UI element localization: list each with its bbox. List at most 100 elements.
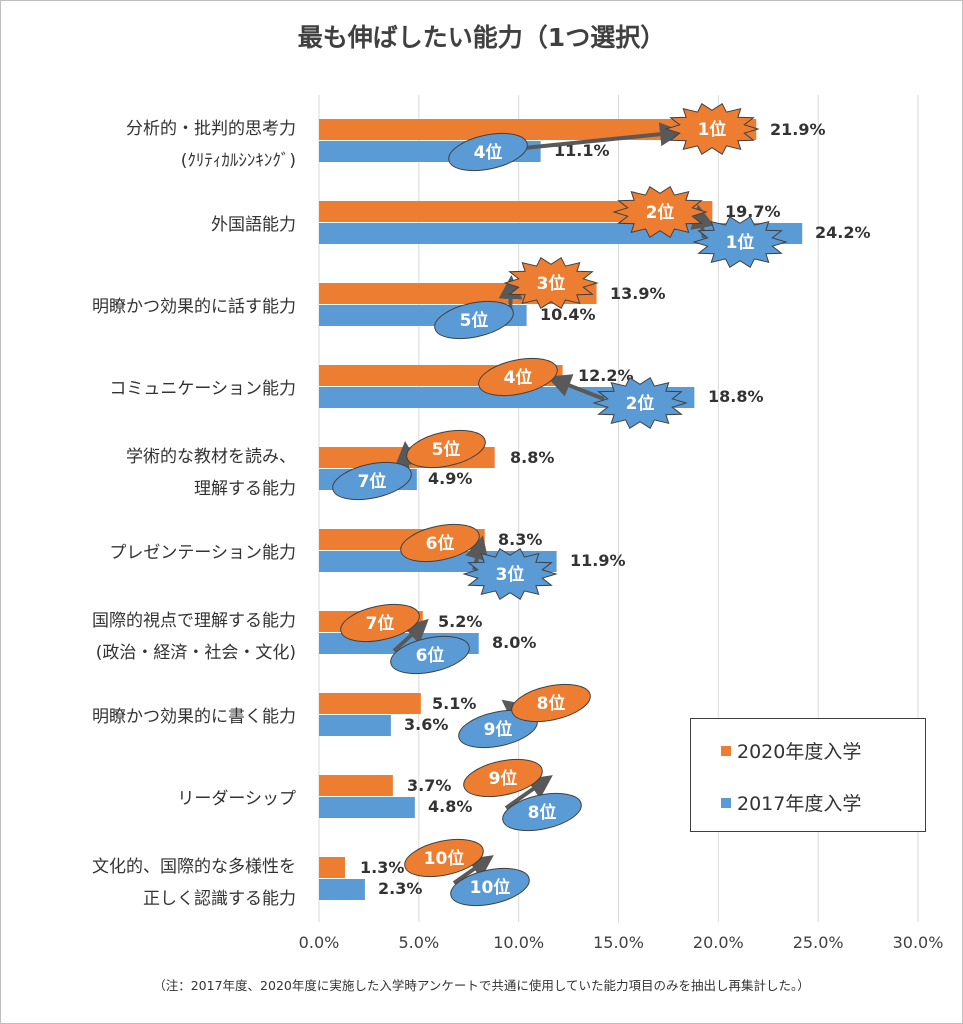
legend-label-2017: 2017年度入学: [737, 793, 862, 815]
rank-change-arrow: [523, 122, 684, 150]
rank-badge-2017: 1位: [692, 215, 788, 269]
category-label: 学術的な教材を読み、: [126, 447, 296, 467]
x-tick-label: 0.0%: [299, 933, 340, 952]
category-label: 国際的視点で理解する能力: [92, 611, 296, 631]
rank-label-2020: 4位: [504, 367, 533, 388]
bar-2017: [319, 715, 391, 736]
rank-badge-2017: 5位: [434, 300, 514, 340]
value-label-2020: 13.9%: [610, 284, 666, 303]
value-label-2020: 3.7%: [407, 776, 451, 795]
rank-badge-2017: 9位: [458, 709, 538, 749]
rank-label-2020: 7位: [366, 613, 395, 634]
value-label-2017: 4.9%: [428, 469, 472, 488]
rank-label-2017: 7位: [358, 471, 387, 492]
legend-swatch-2017: [721, 798, 731, 808]
value-label-2017: 8.0%: [492, 633, 536, 652]
rank-badge-2017: 8位: [502, 792, 582, 832]
footnote: （注：2017年度、2020年度に実施した入学時アンケートで共通に使用していた能…: [153, 978, 810, 993]
legend-item-2020: 2020年度入学: [721, 737, 861, 764]
rank-badge-2020: 7位: [340, 603, 420, 643]
category-label: 明瞭かつ効果的に書く能力: [92, 707, 296, 727]
category-label: コミュニケーション能力: [109, 379, 296, 399]
legend-item-2017: 2017年度入学: [721, 789, 861, 816]
rank-label-2017: 4位: [474, 142, 503, 163]
x-tick-labels: 0.0% 5.0% 10.0% 15.0% 20.0% 25.0% 30.0%: [299, 933, 944, 952]
value-label-2020: 5.1%: [432, 694, 476, 713]
x-tick-label: 25.0%: [793, 933, 844, 952]
category-label: リーダーシップ: [177, 789, 296, 809]
rank-label-2020: 1位: [698, 119, 727, 140]
bar-2020: [319, 775, 393, 796]
category-label: 理解する能力: [194, 479, 296, 499]
x-tick-label: 30.0%: [893, 933, 944, 952]
x-tick-label: 10.0%: [493, 933, 544, 952]
value-label-2020: 8.3%: [498, 530, 542, 549]
rank-badge-2020: 1位: [664, 102, 760, 156]
rank-change-arrow: [546, 374, 605, 401]
bar-2020: [319, 201, 713, 222]
rank-label-2017: 8位: [528, 802, 557, 823]
value-label-2020: 5.2%: [438, 612, 482, 631]
value-label-2017: 2.3%: [378, 879, 422, 898]
rank-label-2020: 8位: [537, 693, 566, 714]
category-label: プレゼンテーション能力: [109, 543, 296, 563]
category-label: 明瞭かつ効果的に話す能力: [92, 297, 296, 317]
rank-label-2017: 5位: [460, 310, 489, 331]
rank-badge-2017: 7位: [332, 461, 412, 501]
rank-label-2020: 5位: [432, 439, 461, 460]
bar-2017: [319, 797, 415, 818]
value-label-2017: 3.6%: [404, 715, 448, 734]
bar-2020: [319, 693, 421, 714]
value-labels: 21.9% 11.1% 19.7% 24.2% 13.9% 10.4% 12.2% 18.8%…: [360, 120, 871, 898]
rank-label-2020: 6位: [426, 533, 455, 554]
bar-2020: [319, 857, 345, 878]
value-label-2017: 24.2%: [815, 223, 871, 242]
rank-label-2017: 9位: [484, 719, 513, 740]
rank-badge-2020: 8位: [511, 683, 591, 723]
chart-title: 最も伸ばしたい能力（1つ選択）: [297, 23, 666, 52]
value-label-2017: 18.8%: [708, 387, 764, 406]
x-tick-label: 15.0%: [593, 933, 644, 952]
category-label: 分析的・批判的思考力: [126, 119, 296, 139]
legend: 2020年度入学 2017年度入学: [690, 718, 926, 832]
rank-badge-2020: 4位: [478, 357, 558, 397]
category-labels: 分析的・批判的思考力 (ｸﾘﾃｨｶﾙｼﾝｷﾝｸﾞ) 外国語能力明瞭かつ効果的に話す能…: [92, 119, 296, 909]
rank-badge-2020: 3位: [503, 256, 599, 310]
rank-badge-2020: 6位: [400, 523, 480, 563]
rank-label-2020: 9位: [489, 768, 518, 789]
rank-label-2017: 10位: [470, 877, 511, 898]
category-label: 文化的、国際的な多様性を: [92, 857, 296, 877]
value-label-2020: 1.3%: [360, 858, 404, 877]
value-label-2017: 10.4%: [540, 305, 596, 324]
category-label: (ｸﾘﾃｨｶﾙｼﾝｷﾝｸﾞ): [181, 151, 296, 171]
value-label-2020: 21.9%: [770, 120, 826, 139]
category-label: 外国語能力: [211, 215, 296, 235]
value-label-2017: 11.9%: [570, 551, 626, 570]
rank-badge-2017: 3位: [462, 547, 558, 601]
rank-label-2017: 3位: [496, 564, 525, 585]
value-label-2020: 19.7%: [725, 202, 781, 221]
rank-badge-2020: 9位: [463, 758, 543, 798]
rank-badge-2017: 6位: [390, 635, 470, 675]
rank-label-2020: 2位: [646, 202, 675, 223]
rank-label-2020: 3位: [537, 273, 566, 294]
rank-change-arrow: [452, 855, 494, 885]
rank-change-arrow: [392, 618, 429, 653]
legend-swatch-2020: [721, 746, 731, 756]
rank-badge-2017: 4位: [448, 132, 528, 172]
rank-label-2017: 1位: [726, 232, 755, 253]
rank-callouts: 4位1位1位2位5位3位2位4位7位5位3位6位6位7位9位8位8位9位10位1…: [332, 102, 788, 907]
rank-badge-2020: 5位: [406, 429, 486, 469]
rank-label-2017: 2位: [626, 393, 655, 414]
x-tick-label: 5.0%: [399, 933, 440, 952]
rank-badge-2017: 2位: [592, 376, 688, 430]
rank-badge-2020: 10位: [404, 838, 484, 878]
legend-label-2020: 2020年度入学: [737, 741, 862, 763]
rank-label-2017: 6位: [416, 645, 445, 666]
value-label-2020: 12.2%: [578, 366, 634, 385]
value-label-2020: 8.8%: [510, 448, 554, 467]
rank-badge-2017: 10位: [450, 867, 530, 907]
rank-badge-2020: 2位: [612, 185, 708, 239]
rank-change-arrow: [504, 775, 553, 810]
